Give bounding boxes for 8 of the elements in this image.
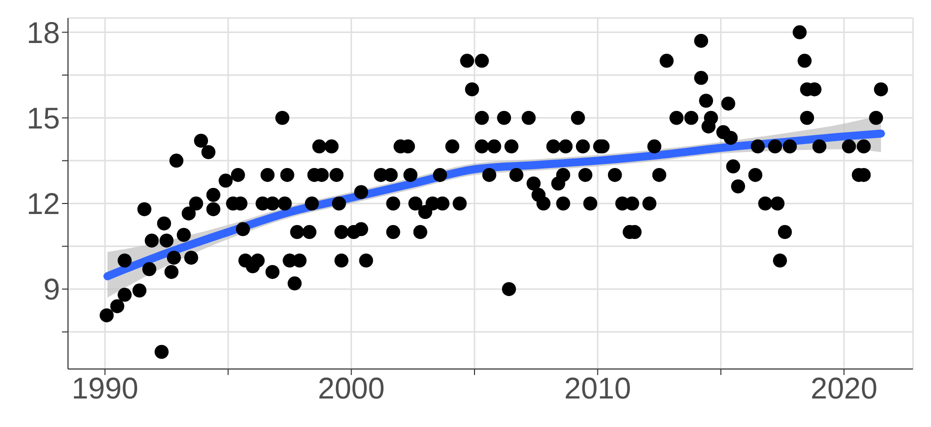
x-tick-label: 2010: [564, 372, 632, 406]
y-tick-label: 12: [26, 188, 60, 222]
x-tick-label: 1990: [72, 372, 138, 406]
y-tick-label: 18: [26, 16, 60, 50]
y-tick-label: 15: [26, 102, 60, 136]
x-tick-label: 2000: [318, 372, 385, 406]
x-tick-label: 2020: [810, 372, 878, 406]
y-tick-label: 9: [43, 274, 60, 307]
